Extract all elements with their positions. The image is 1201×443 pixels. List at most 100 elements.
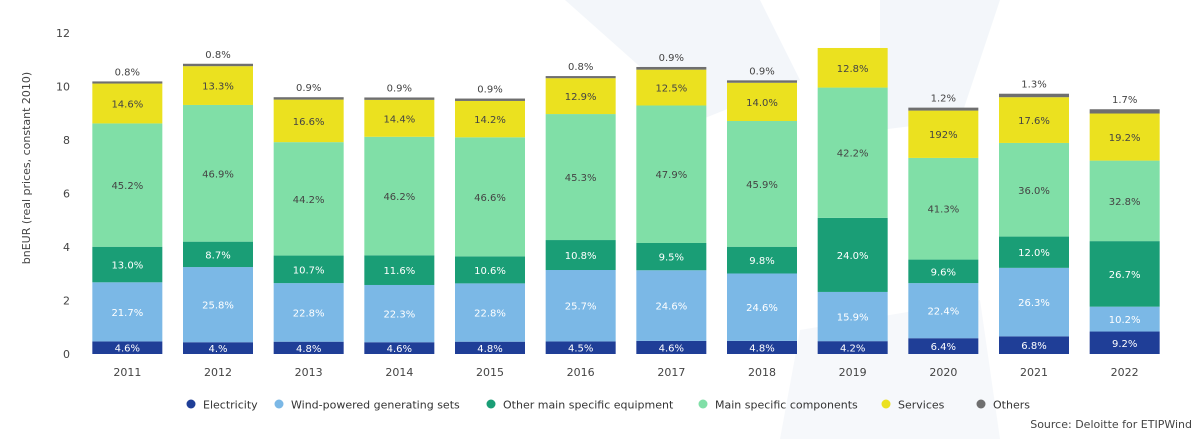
bar-segment-wind-powered-generating-sets <box>545 270 616 342</box>
segment-value-label: 12.5% <box>655 84 687 95</box>
segment-value-label: 22.4% <box>927 307 959 318</box>
bar-segment-other-main-specific-equipment <box>817 217 888 292</box>
segment-value-label: 10.8% <box>565 251 597 262</box>
bar-segment-main-specific-components <box>999 142 1069 237</box>
x-tick-label: 2014 <box>385 366 413 379</box>
y-axis: 0 2 4 6 8 10 12 <box>56 27 70 361</box>
x-tick-label: 2012 <box>204 366 232 379</box>
bar-segment-services <box>183 66 253 105</box>
bar-segment-main-specific-components <box>817 87 888 218</box>
bar-segment-others <box>1089 109 1160 114</box>
segment-value-label: 4.8% <box>477 344 502 355</box>
segment-value-label: 44.2% <box>293 195 325 206</box>
legend-label: Main specific components <box>715 399 858 412</box>
bar-segment-electricity <box>92 341 163 354</box>
segment-value-label: 4.6% <box>115 344 140 355</box>
segment-value-label: 46.9% <box>202 169 234 180</box>
legend-item-electricity: Electricity <box>186 399 258 412</box>
y-tick-label: 2 <box>63 295 70 308</box>
segment-value-label: 45.2% <box>111 181 143 192</box>
bar-segment-electricity <box>817 341 888 354</box>
bar-segment-electricity <box>999 336 1069 354</box>
bar-stack-2011: 4.6% 21.7% 13.0% 45.2% 14.6% 0.8% <box>92 67 163 355</box>
legend-swatch <box>274 399 284 409</box>
bar-segment-other-main-specific-equipment <box>273 255 344 284</box>
segment-value-label: 9.8% <box>749 256 774 267</box>
bar-segment-services <box>273 99 344 143</box>
segment-value-label: 24.6% <box>655 302 687 313</box>
segment-value-label: 1.7% <box>1112 95 1137 106</box>
segment-value-label: 9.5% <box>659 253 684 264</box>
bar-segment-other-main-specific-equipment <box>727 246 797 274</box>
segment-value-label: 6.4% <box>931 342 956 353</box>
bar-segment-others <box>364 97 435 100</box>
bar-segment-others <box>455 98 525 101</box>
legend-label: Wind-powered generating sets <box>291 399 460 412</box>
legend-swatch <box>186 399 196 409</box>
bar-segment-wind-powered-generating-sets <box>92 282 163 342</box>
bar-segment-services <box>727 82 797 122</box>
y-tick-label: 6 <box>63 188 70 201</box>
bar-segment-other-main-specific-equipment <box>545 240 616 271</box>
bars-group: 4.6% 21.7% 13.0% 45.2% 14.6% 0.8% 4.% 25.8% 8.7%… <box>92 47 1160 355</box>
bar-segment-others <box>999 93 1069 98</box>
bar-segment-other-main-specific-equipment <box>636 242 707 271</box>
segment-value-label: 0.9% <box>749 66 774 77</box>
segment-value-label: 10.6% <box>474 266 506 277</box>
segment-value-label: 45.9% <box>746 180 778 191</box>
segment-value-label: 42.2% <box>837 149 869 160</box>
bar-segment-wind-powered-generating-sets <box>455 283 525 342</box>
legend-swatch <box>881 399 891 409</box>
segment-value-label: 14.2% <box>474 115 506 126</box>
segment-value-label: 0.9% <box>477 85 502 96</box>
bar-segment-others <box>636 66 707 70</box>
legend-label: Others <box>993 399 1030 412</box>
segment-value-label: 10.2% <box>1109 315 1141 326</box>
segment-value-label: 47.9% <box>655 170 687 181</box>
source-note: Source: Deloitte for ETIPWind <box>1030 418 1192 431</box>
segment-value-label: 26.7% <box>1109 270 1141 281</box>
segment-value-label: 9.2% <box>1112 339 1137 350</box>
segment-value-label: 192% <box>929 130 958 141</box>
bar-segment-wind-powered-generating-sets <box>636 270 707 341</box>
segment-value-label: 14.0% <box>746 98 778 109</box>
bar-stack-2016: 4.5% 25.7% 10.8% 45.3% 12.9% 0.8% <box>545 62 616 355</box>
y-tick-label: 8 <box>63 134 70 147</box>
bar-segment-other-main-specific-equipment <box>455 256 525 284</box>
bar-segment-services <box>364 99 435 137</box>
bar-segment-electricity <box>545 341 616 354</box>
bar-segment-electricity <box>364 342 435 354</box>
segment-value-label: 15.9% <box>837 313 869 324</box>
bar-segment-others <box>727 80 797 83</box>
segment-value-label: 0.9% <box>659 53 684 64</box>
bar-segment-other-main-specific-equipment <box>999 236 1069 268</box>
y-axis-title: bnEUR (real prices, constant 2010) <box>20 72 33 264</box>
x-tick-label: 2022 <box>1111 366 1139 379</box>
bar-stack-2022: 9.2% 10.2% 26.7% 32.8% 19.2% 1.7% <box>1089 95 1160 354</box>
x-tick-label: 2021 <box>1020 366 1048 379</box>
segment-value-label: 4.8% <box>749 343 774 354</box>
bar-segment-main-specific-components <box>92 123 163 247</box>
legend-label: Services <box>898 399 945 412</box>
bar-stack-2019: 4.2% 15.9% 24.0% 42.2% 12.8% <box>817 47 888 355</box>
bar-segment-other-main-specific-equipment <box>908 259 979 284</box>
segment-value-label: 0.8% <box>568 62 593 73</box>
bar-segment-other-main-specific-equipment <box>92 246 163 283</box>
segment-value-label: 4.5% <box>568 344 593 355</box>
bar-segment-main-specific-components <box>273 142 344 256</box>
bar-segment-wind-powered-generating-sets <box>364 284 435 343</box>
x-tick-label: 2017 <box>657 366 685 379</box>
bar-segment-others <box>545 76 616 79</box>
segment-value-label: 22.3% <box>383 310 415 321</box>
y-tick-label: 12 <box>56 27 70 40</box>
bar-stack-2020: 6.4% 22.4% 9.6% 41.3% 192% 1.2% <box>908 94 979 354</box>
segment-value-label: 22.8% <box>293 308 325 319</box>
segment-value-label: 24.6% <box>746 303 778 314</box>
x-tick-label: 2013 <box>295 366 323 379</box>
segment-value-label: 14.6% <box>111 99 143 110</box>
bar-segment-wind-powered-generating-sets <box>817 291 888 342</box>
x-tick-label: 2018 <box>748 366 776 379</box>
bar-segment-main-specific-components <box>1089 160 1160 242</box>
segment-value-label: 46.2% <box>383 192 415 203</box>
bar-segment-main-specific-components <box>455 137 525 257</box>
